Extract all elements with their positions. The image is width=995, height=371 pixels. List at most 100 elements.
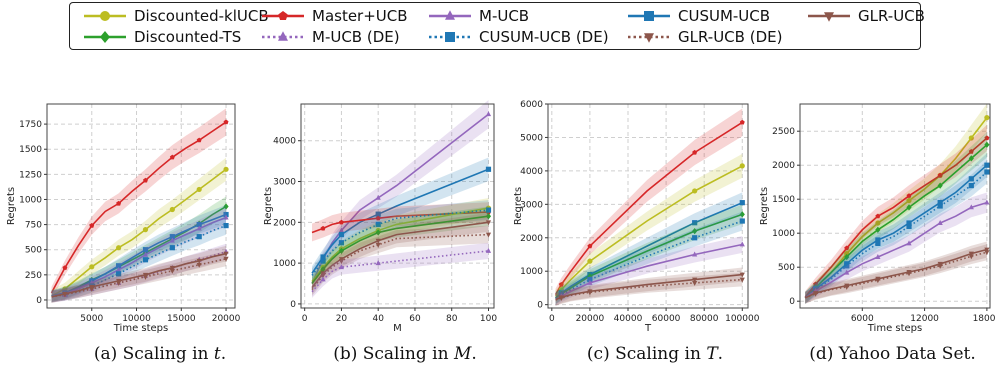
data-point	[169, 245, 175, 251]
data-point	[906, 223, 912, 229]
data-point	[169, 234, 175, 240]
data-point	[844, 269, 850, 275]
data-point	[739, 277, 745, 283]
data-point	[739, 218, 745, 224]
data-point	[968, 135, 974, 141]
chart-legend: Discounted-klUCB Master+UCB M-UCB CUSUM-UCB…	[69, 2, 925, 50]
data-point	[692, 280, 698, 286]
data-point	[984, 135, 990, 141]
data-point	[692, 220, 698, 226]
y-tick-label: 1500	[19, 145, 42, 155]
data-point	[587, 279, 593, 285]
confidence-band	[312, 198, 489, 289]
confidence-band	[312, 225, 489, 296]
data-point	[558, 281, 564, 287]
data-point	[875, 220, 881, 226]
data-point	[587, 243, 593, 249]
data-point	[116, 245, 122, 251]
data-point	[89, 286, 95, 292]
x-tick-label: 100000	[725, 314, 760, 324]
legend-item-discounted-ts: Discounted-TS	[82, 27, 241, 47]
series-glr-ucb-de	[804, 244, 990, 304]
legend-label: CUSUM-UCB (DE)	[479, 28, 609, 46]
caption-c: (c) Scaling in T.	[586, 344, 724, 364]
y-axis-label: Regrets	[760, 187, 770, 225]
data-point	[968, 183, 974, 189]
legend-item-cusum-ucb: CUSUM-UCB	[626, 6, 770, 26]
data-point	[142, 247, 149, 253]
x-tick-label: 80000	[690, 314, 719, 324]
confidence-band	[51, 108, 226, 300]
data-point	[587, 258, 593, 264]
data-point	[223, 166, 229, 172]
data-point	[844, 245, 850, 251]
data-point	[142, 227, 149, 233]
data-point	[692, 251, 698, 257]
plot-frame	[300, 103, 495, 309]
legend-item-glr-ucb-de: GLR-UCB (DE)	[626, 27, 782, 47]
data-point	[968, 149, 974, 154]
y-tick-label: 1000	[772, 229, 795, 239]
data-point	[587, 290, 593, 296]
confidence-band	[555, 267, 743, 306]
data-point	[937, 182, 943, 189]
data-point	[375, 221, 381, 227]
legend-marker	[824, 12, 834, 22]
data-point	[984, 199, 990, 205]
legend-item-glr-ucb: GLR-UCB	[806, 6, 925, 26]
x-axis-label: M	[393, 323, 402, 334]
data-point	[813, 281, 819, 287]
y-tick-label: 1000	[273, 259, 296, 269]
data-point	[320, 276, 326, 282]
data-point	[968, 204, 974, 210]
y-tick-label: 750	[25, 221, 42, 231]
legend-item-m-ucb-de: M-UCB (DE)	[260, 27, 400, 47]
x-tick-label: 80	[446, 314, 458, 324]
series-line	[804, 248, 988, 299]
confidence-band	[805, 124, 987, 304]
data-point	[984, 115, 990, 121]
series-master-ucb	[554, 108, 745, 301]
x-axis-label: Time steps	[113, 323, 169, 334]
legend-marker	[445, 10, 455, 20]
data-point	[485, 220, 492, 226]
data-point	[937, 203, 943, 209]
series-line	[311, 215, 489, 284]
data-point	[169, 268, 175, 274]
legend-item-m-ucb: M-UCB	[427, 6, 529, 26]
data-point	[142, 274, 149, 280]
x-tick-label: 12000	[910, 314, 939, 324]
series-cusum-ucb	[311, 157, 492, 281]
data-point	[116, 280, 122, 286]
data-point	[739, 211, 745, 218]
plot-frame	[547, 103, 749, 309]
data-point	[196, 225, 202, 231]
data-point	[485, 111, 492, 117]
x-tick-label: 60000	[652, 314, 681, 324]
y-tick-label: 1500	[772, 195, 795, 205]
data-point	[739, 163, 745, 169]
data-point	[906, 271, 912, 277]
confidence-band	[805, 244, 987, 304]
data-point	[844, 284, 850, 290]
x-tick-label: 40000	[614, 314, 643, 324]
data-point	[338, 227, 345, 233]
series-line	[51, 216, 227, 298]
data-point	[223, 251, 229, 257]
data-point	[937, 220, 943, 225]
x-tick-label: 20000	[212, 314, 241, 324]
legend-swatch	[628, 33, 670, 43]
legend-swatch	[628, 11, 670, 21]
data-point	[196, 262, 202, 268]
legend-swatch	[84, 11, 126, 21]
data-point	[692, 188, 698, 194]
data-point	[320, 273, 326, 279]
legend-item-cusum-ucb-de: CUSUM-UCB (DE)	[427, 27, 609, 47]
y-tick-label: 500	[25, 246, 42, 256]
data-point	[375, 194, 381, 200]
series-line	[51, 168, 227, 297]
data-point	[169, 237, 175, 243]
data-point	[143, 177, 148, 183]
y-tick-label: 1000	[19, 195, 42, 205]
